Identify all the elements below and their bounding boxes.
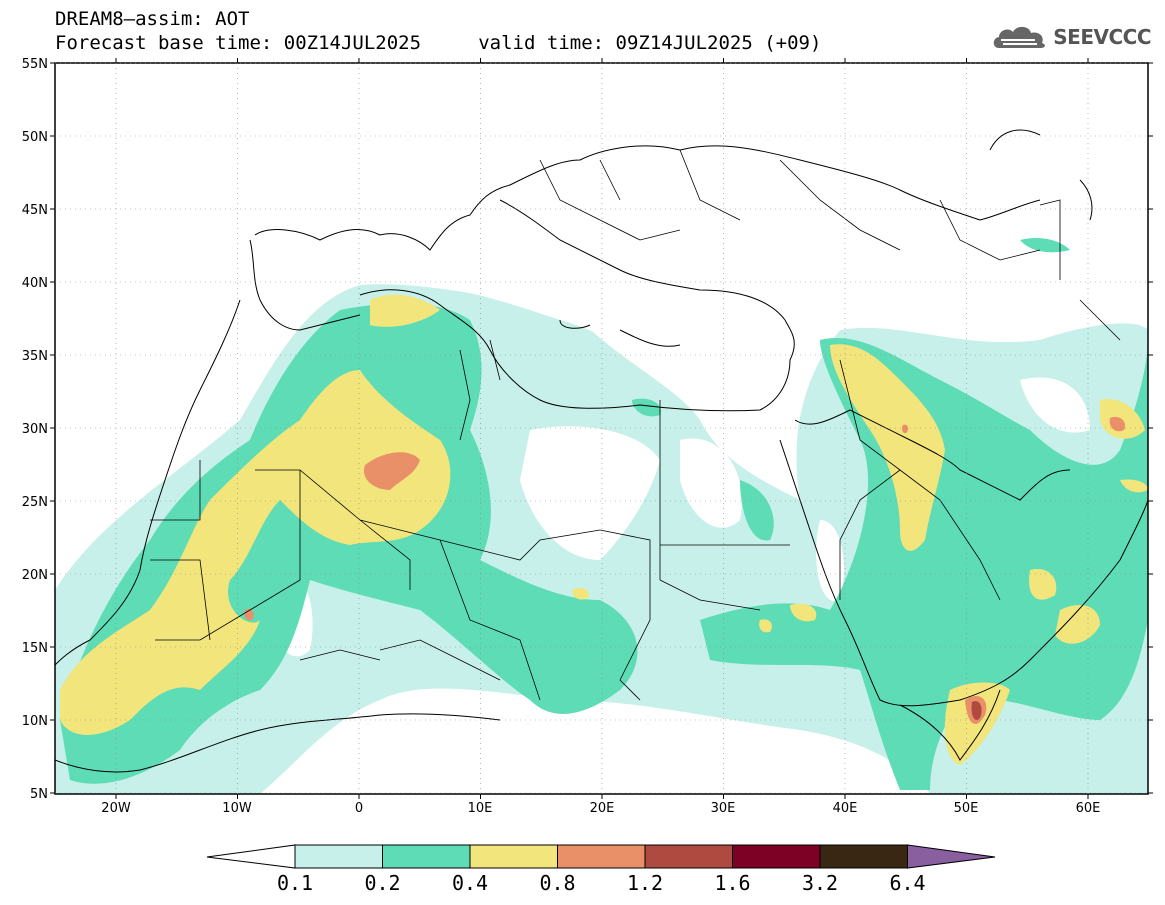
seevccc-logo: SEEVCCC <box>991 22 1151 52</box>
colorbar-label: 6.4 <box>889 871 925 895</box>
lat-label: 55N <box>22 57 48 72</box>
lon-label: 60E <box>1076 801 1101 816</box>
lat-label: 40N <box>22 276 48 291</box>
colorbar-cell <box>819 844 908 869</box>
lon-label: 10W <box>222 801 252 816</box>
lon-label: 30E <box>711 801 736 816</box>
lat-label: 15N <box>22 641 48 656</box>
logo-text: SEEVCCC <box>1053 25 1151 49</box>
cloud-icon <box>994 26 1046 48</box>
colorbar-cell <box>294 844 383 869</box>
colorbar-cell <box>469 844 558 869</box>
lon-label: 0 <box>355 801 363 816</box>
lon-label: 10E <box>468 801 493 816</box>
colorbar-label: 1.6 <box>714 871 750 895</box>
colorbar-cell <box>557 844 646 869</box>
lat-label: 35N <box>22 349 48 364</box>
lon-label: 50E <box>954 801 979 816</box>
colorbar: 0.1 0.2 0.4 0.8 1.2 1.6 3.2 6.4 <box>206 844 996 895</box>
title-line2: Forecast base time: 00Z14JUL2025 valid t… <box>55 32 822 54</box>
lat-label: 25N <box>22 495 48 510</box>
lat-label: 30N <box>22 422 48 437</box>
colorbar-label: 1.2 <box>627 871 663 895</box>
lat-label: 10N <box>22 714 48 729</box>
lon-label: 20E <box>590 801 615 816</box>
latitude-labels: 55N 50N 45N 40N 35N 30N 25N 20N 15N 10N … <box>22 57 48 802</box>
colorbar-label: 0.2 <box>364 871 400 895</box>
colorbar-low-arrow <box>206 844 296 869</box>
colorbar-label: 3.2 <box>802 871 838 895</box>
colorbar-label: 0.4 <box>452 871 488 895</box>
political-borders <box>150 149 1121 701</box>
graticule <box>55 62 1148 794</box>
colorbar-high-arrow <box>907 844 996 869</box>
lat-label: 50N <box>22 130 48 145</box>
coastlines <box>55 129 1148 773</box>
aot-field <box>55 63 1148 794</box>
longitude-labels: 20W 10W 0 10E 20E 30E 40E 50E 60E <box>101 801 1100 816</box>
colorbar-cell <box>382 844 471 869</box>
colorbar-label: 0.1 <box>277 871 313 895</box>
lon-label: 20W <box>101 801 131 816</box>
colorbar-cell <box>644 844 733 869</box>
lat-label: 5N <box>30 787 48 802</box>
lon-label: 40E <box>833 801 858 816</box>
colorbar-cell <box>732 844 821 869</box>
colorbar-label: 0.8 <box>539 871 575 895</box>
lat-label: 45N <box>22 203 48 218</box>
title-line1: DREAM8–assim: AOT <box>55 8 250 30</box>
lat-label: 20N <box>22 568 48 583</box>
axis-ticks <box>50 58 1153 799</box>
